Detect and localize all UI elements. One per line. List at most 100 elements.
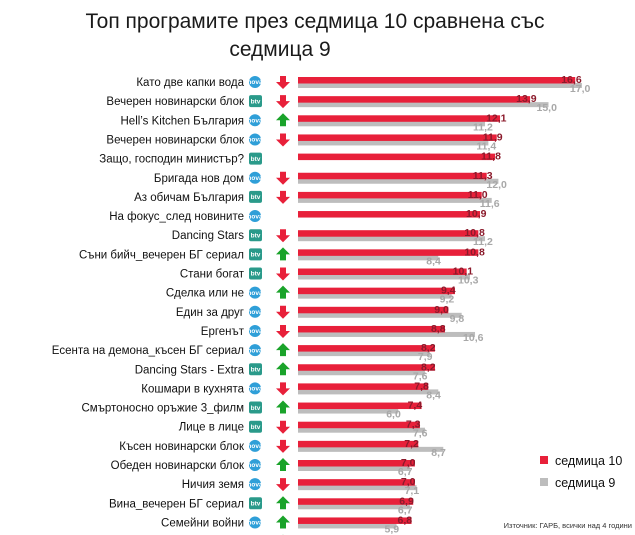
bar-week10: [298, 402, 422, 410]
chart-row: На фокус_след новините nova 10,9: [109, 208, 486, 223]
value-label-week10: 12,1: [486, 112, 507, 124]
value-label-week10: 7,8: [414, 380, 429, 392]
bar-week9: [298, 83, 582, 88]
bar-week10: [298, 364, 435, 371]
category-label: Ергенът: [201, 326, 245, 338]
btv-logo-icon: btv: [249, 267, 262, 280]
bar-week10: [298, 517, 412, 524]
bar-week9: [298, 485, 417, 491]
arrow-up-icon: [276, 496, 290, 510]
arrow-down-icon: [276, 382, 290, 396]
svg-text:nova: nova: [247, 481, 263, 488]
chart-row: Семейни войни nova 6,85,9: [161, 514, 412, 535]
svg-text:nova: nova: [247, 118, 263, 125]
chart-row: Съни бийч_вечерен БГ сериал btv 10,8 8,4: [79, 246, 485, 267]
bar-week10: [298, 460, 415, 467]
value-label-week9: 7,1: [405, 485, 420, 497]
arrow-down-icon: [276, 324, 290, 338]
bar-week10: [298, 383, 429, 390]
svg-text:btv: btv: [251, 366, 261, 373]
category-label: Сделка или не: [166, 288, 244, 300]
category-label: Ничия земя: [182, 479, 244, 491]
svg-text:btv: btv: [251, 156, 261, 163]
value-label-week10: 10,1: [453, 266, 474, 278]
svg-text:nova: nova: [247, 79, 263, 86]
category-label: Обеден новинарски блок: [111, 460, 245, 472]
value-label-week10: 7,3: [406, 419, 421, 431]
arrow-up-icon: [276, 458, 290, 471]
bar-week9: [298, 121, 486, 127]
category-label: Вечерен новинарски блок: [106, 96, 245, 108]
svg-text:nova: nova: [247, 137, 263, 144]
legend-swatch-week9: [540, 478, 548, 486]
category-label: Есента на демона_късен БГ сериал: [52, 345, 244, 357]
chart-row: Един за друг nova 9,09,8: [176, 304, 465, 325]
bar-week10: [298, 230, 479, 237]
btv-logo-icon: btv: [249, 229, 262, 242]
svg-text:btv: btv: [251, 501, 261, 508]
bar-week9: [298, 351, 430, 357]
value-label-week9: 7,9: [418, 351, 433, 363]
bar-week10: [298, 134, 497, 141]
svg-text:btv: btv: [251, 252, 261, 259]
nova-logo-icon: nova: [247, 324, 263, 337]
value-label-week10: 8,8: [431, 323, 446, 335]
nova-logo-icon: nova: [247, 516, 263, 529]
value-label-week10: 10,8: [464, 227, 485, 239]
arrow-down-icon: [276, 133, 290, 147]
chart-row: Ничия земя nova 7,07,1: [182, 476, 420, 497]
arrow-up-icon: [276, 285, 290, 299]
bar-week9: [298, 274, 471, 280]
bar-week9: [298, 408, 399, 414]
category-label: Hell’s Kitchen България: [121, 115, 245, 127]
value-label-week10: 7,4: [408, 400, 423, 412]
value-label-week9: 6,7: [398, 466, 413, 478]
category-label: Вина_вечерен БГ сериал: [109, 498, 244, 510]
nova-logo-icon: nova: [247, 114, 263, 127]
chart-row: Като две капки вода nova 16,617,0: [136, 74, 590, 95]
value-label-week9: 11,6: [480, 198, 500, 210]
chart-row: Стани богат btv 10,110,3: [180, 266, 479, 287]
category-label: На фокус_след новините: [109, 211, 244, 223]
arrow-down-icon: [276, 190, 290, 204]
nova-logo-icon: nova: [247, 459, 263, 471]
value-label-week9: 6,7: [398, 504, 413, 516]
chart-title-line-1: Топ програмите през седмица 10 сравнена …: [85, 10, 544, 33]
category-label: Семейни войни: [161, 517, 244, 529]
legend-swatch-week10: [540, 456, 548, 464]
nova-logo-icon: nova: [247, 210, 263, 223]
btv-logo-icon: btv: [249, 190, 262, 203]
chart-row: Dancing Stars btv 10,811,2: [172, 227, 493, 248]
value-label-week9: 11,2: [473, 121, 493, 133]
nova-logo-icon: nova: [247, 133, 263, 146]
nova-logo-icon: nova: [247, 439, 263, 452]
value-label-week9: 6,0: [386, 409, 401, 421]
svg-text:nova: nova: [247, 213, 263, 220]
bar-week10: [298, 345, 435, 352]
arrow-up-icon: [276, 343, 290, 357]
arrow-down-icon: [276, 305, 290, 319]
bar-week10: [298, 325, 445, 333]
bar-week9: [298, 504, 410, 510]
bar-week10: [298, 287, 455, 295]
nova-logo-icon: nova: [247, 382, 263, 395]
chart-row: Бригада нов дом nova 11,312,0: [154, 170, 507, 191]
btv-logo-icon: btv: [249, 152, 262, 165]
bar-week10: [298, 268, 467, 275]
svg-text:nova: nova: [247, 290, 263, 297]
value-label-week9: 8,4: [426, 389, 441, 401]
legend: седмица 10 седмица 9: [540, 454, 622, 490]
value-label-week9: 9,8: [450, 313, 465, 325]
arrow-down-icon: [276, 229, 290, 243]
value-label-week10: 9,0: [434, 304, 449, 316]
svg-text:btv: btv: [251, 424, 261, 431]
svg-text:nova: nova: [247, 309, 263, 316]
svg-text:nova: nova: [247, 347, 263, 354]
value-label-week10: 8,2: [421, 361, 436, 373]
chart-row: Hell’s Kitchen България nova 12,111,2: [121, 112, 507, 133]
bar-week10: [298, 211, 481, 218]
value-label-week10: 7,2: [404, 438, 419, 450]
value-label-week9: 8,7: [431, 447, 446, 459]
svg-text:nova: nova: [247, 462, 263, 469]
